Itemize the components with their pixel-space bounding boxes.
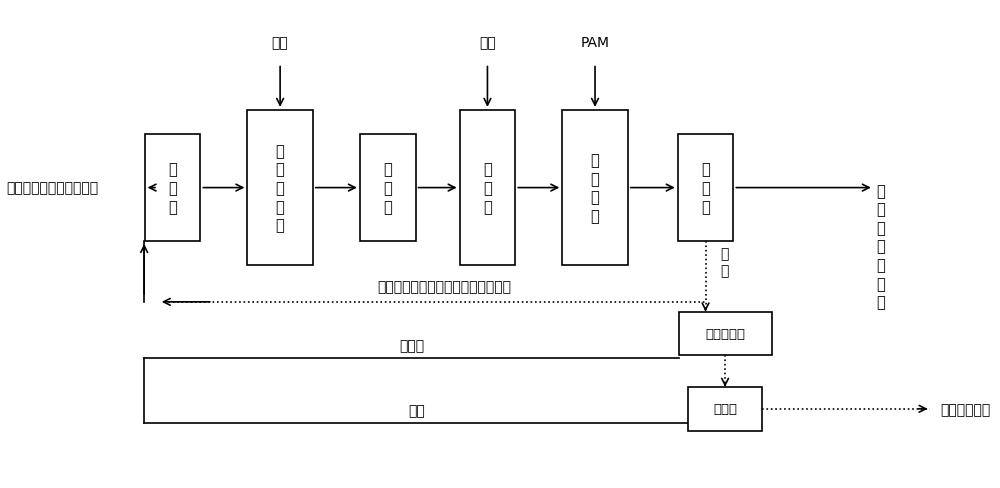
Text: 电
化
学
反
应: 电 化 学 反 应: [276, 143, 284, 233]
Text: 重金属废水预处理上清液: 重金属废水预处理上清液: [6, 181, 98, 195]
Bar: [460, 111, 515, 266]
Bar: [562, 111, 628, 266]
Text: 电化学污泥回用至重金属废水预处理: 电化学污泥回用至重金属废水预处理: [377, 280, 511, 293]
Text: 沉
淀
池: 沉 淀 池: [701, 162, 710, 214]
Text: 污泥浓缩池: 污泥浓缩池: [705, 327, 745, 340]
Bar: [679, 312, 772, 356]
Text: 混
凝
反
应: 混 凝 反 应: [591, 153, 599, 224]
Text: 中
间
池: 中 间 池: [168, 162, 177, 214]
Text: 上清液: 上清液: [399, 338, 424, 352]
Text: 曝
气
池: 曝 气 池: [483, 162, 492, 214]
Text: 空气: 空气: [479, 36, 496, 50]
Bar: [688, 387, 762, 431]
Bar: [145, 135, 200, 242]
Text: 脱水机: 脱水机: [713, 403, 737, 415]
Text: 底
泥: 底 泥: [720, 246, 729, 278]
Text: 达
标
排
放
或
回
用: 达 标 排 放 或 回 用: [877, 183, 885, 310]
Bar: [247, 111, 313, 266]
Text: PAM: PAM: [581, 36, 610, 50]
Text: 沉
渣
池: 沉 渣 池: [383, 162, 392, 214]
Text: 空气: 空气: [272, 36, 288, 50]
Bar: [360, 135, 416, 242]
Bar: [678, 135, 733, 242]
Text: 泥饼环保处置: 泥饼环保处置: [940, 402, 990, 416]
Text: 滤液: 滤液: [408, 404, 425, 418]
